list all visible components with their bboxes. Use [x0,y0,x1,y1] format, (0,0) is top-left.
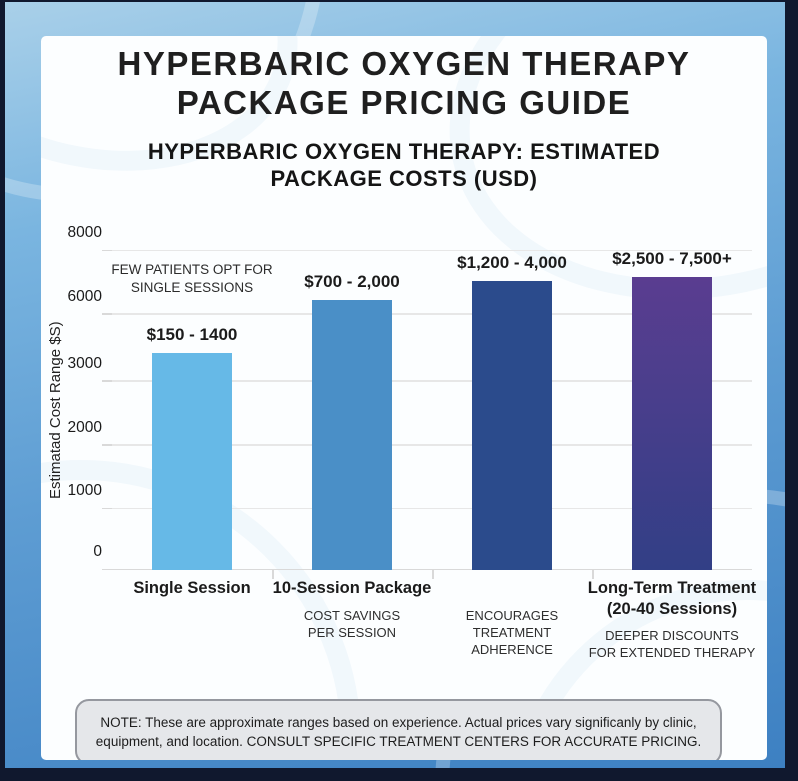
gridline [112,249,752,251]
y-tick-mark [102,444,112,446]
y-tick-label: 2000 [67,418,102,436]
bar-slot: $1,200 - 4,000 [432,251,592,570]
category-label: 10-Session Package [272,579,432,597]
category-caption: DEEPER DISCOUNTS FOR EXTENDED THERAPY [588,628,756,660]
x-axis-category: 10-Session Package COST SAVINGS PER SESSI… [257,578,447,641]
gridline [112,568,752,570]
x-axis-category: Long-Term Treatment (20-40 Sessions) DEEP… [577,578,767,661]
gridline [112,313,752,315]
category-label: Long-Term Treatment (20-40 Sessions) [587,579,757,618]
bar-value-label: $2,500 - 7,500+ [612,248,732,268]
gridline [112,380,752,382]
bar [152,353,232,570]
bar-value-label: $1,200 - 4,000 [457,253,567,273]
category-separator-tick [592,570,594,579]
bar-value-label: $150 - 1400 [146,325,238,345]
y-tick-label: 1000 [67,482,102,500]
y-tick-mark [102,568,112,570]
decorative-frame: HYPERBARIC OXYGEN THERAPY PACKAGE PRICIN… [5,2,785,768]
plot-area: 0 1000 2000 3000 6000 8000 $150 - 1400 FEW PATI… [68,224,752,579]
gridline [112,507,752,510]
infographic-card: HYPERBARIC OXYGEN THERAPY PACKAGE PRICIN… [41,36,767,760]
bar-slot: $2,500 - 7,500+ [592,249,752,570]
note-box: NOTE: These are approximate ranges based… [75,699,722,760]
y-tick-label: 8000 [67,224,102,241]
bar-slot: $150 - 1400 FEW PATIENTS OPT FOR SINGLE S… [111,251,273,570]
category-separator-tick [432,570,434,579]
x-axis-category: Single Session [97,578,287,600]
y-tick-label: 0 [93,543,102,560]
y-tick-mark [102,507,112,510]
category-caption: COST SAVINGS PER SESSION [303,608,401,640]
x-axis-category: ENCOURAGES TREATMENT ADHERENCE [417,578,607,658]
bar [312,300,392,570]
y-tick-mark [102,249,112,251]
page-title-line1: HYPERBARIC OXYGEN THERAPY [117,45,691,82]
y-tick-mark [102,313,112,315]
y-tick-label: 6000 [67,287,102,305]
note-text: NOTE: These are approximate ranges based… [95,715,702,749]
chart-title: HYPERBARIC OXYGEN THERAPY: ESTIMATED PAC… [147,139,661,191]
category-label: Single Session [133,579,251,597]
page-title-line2: PACKAGE PRICING GUIDE [176,84,632,121]
category-caption: ENCOURAGES TREATMENT ADHERENCE [465,608,559,657]
y-tick-mark [102,380,112,382]
category-separator-tick [272,570,274,579]
y-tick-label: 3000 [67,354,102,372]
page-title: HYPERBARIC OXYGEN THERAPY PACKAGE PRICIN… [41,44,767,122]
bar [472,281,552,570]
bar-slot: $700 - 2,000 [272,251,432,570]
gridline [112,444,752,446]
bar [632,276,712,570]
bar-value-label: $700 - 2,000 [304,272,400,292]
bar-annotation: FEW PATIENTS OPT FOR SINGLE SESSIONS [111,262,273,296]
